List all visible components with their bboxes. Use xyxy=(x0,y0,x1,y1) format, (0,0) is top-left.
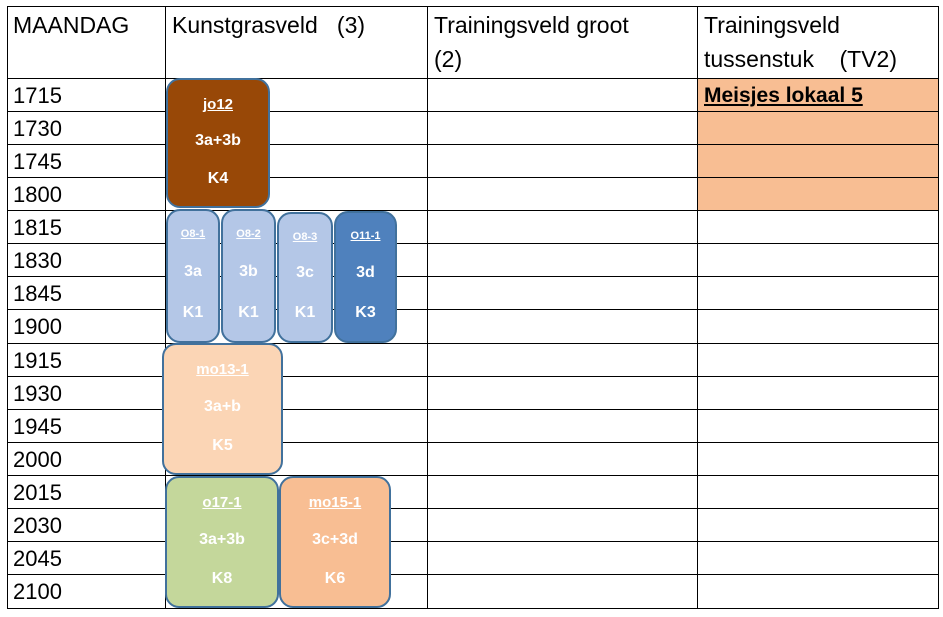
time-label: 1745 xyxy=(13,149,62,174)
time-label: 1800 xyxy=(13,182,62,207)
locker-label: K1 xyxy=(238,303,259,321)
time-label: 1900 xyxy=(13,314,62,339)
group-label: 3a xyxy=(184,262,202,280)
field-groot-header-line1: Trainingsveld groot xyxy=(434,12,629,38)
team-name: mo15-1 xyxy=(308,494,362,512)
group-label: 3b xyxy=(239,262,258,280)
training-block-mo15-1: mo15-1 3c+3d K6 xyxy=(279,476,391,608)
team-name: jo12 xyxy=(202,95,233,113)
team-name: O8-3 xyxy=(292,230,318,243)
field-tv2-header-line1: Trainingsveld xyxy=(704,12,840,38)
time-label: 1845 xyxy=(13,281,62,306)
locker-label: K4 xyxy=(207,170,229,188)
team-name: O8-1 xyxy=(180,228,206,241)
time-label: 1815 xyxy=(13,215,62,240)
time-label: 1930 xyxy=(13,381,62,406)
training-block-o17-1: o17-1 3a+3b K8 xyxy=(165,476,279,608)
locker-label: K8 xyxy=(211,569,233,587)
locker-label: K3 xyxy=(355,304,376,321)
time-label: 1915 xyxy=(13,348,62,373)
tv2-booking-label: Meisjes lokaal 5 xyxy=(704,84,863,107)
team-name: O8-2 xyxy=(236,228,261,241)
day-header: MAANDAG xyxy=(13,12,130,38)
locker-label: K5 xyxy=(212,436,233,454)
group-label: 3a+b xyxy=(204,398,241,416)
group-label: 3d xyxy=(356,264,375,281)
time-label: 2000 xyxy=(13,447,62,472)
locker-label: K6 xyxy=(324,569,346,587)
time-label: 2015 xyxy=(13,480,62,505)
field-tv2-header-line2: tussenstuk (TV2) xyxy=(704,46,898,72)
time-label: 2030 xyxy=(13,513,62,538)
locker-label: K1 xyxy=(294,304,316,322)
time-label: 1830 xyxy=(13,248,62,273)
time-label: 1945 xyxy=(13,414,62,439)
training-block-o11-1: O11-1 3d K3 xyxy=(334,211,397,343)
training-block-o8-3: O8-3 3c K1 xyxy=(277,212,333,343)
time-label: 1730 xyxy=(13,116,62,141)
field-groot-header-line2: (2) xyxy=(434,46,463,72)
training-block-o8-1: O8-1 3a K1 xyxy=(166,209,220,343)
group-label: 3a+3b xyxy=(195,132,241,150)
training-block-jo12: jo12 3a+3b K4 xyxy=(166,78,270,208)
field-kunstgras-header: Kunstgrasveld (3) xyxy=(172,12,366,38)
training-block-mo13-1: mo13-1 3a+b K5 xyxy=(162,343,283,475)
locker-label: K1 xyxy=(182,303,204,321)
team-name: O11-1 xyxy=(350,230,381,242)
team-name: o17-1 xyxy=(202,494,242,512)
group-label: 3c+3d xyxy=(312,531,358,549)
time-label: 1715 xyxy=(13,83,62,108)
group-label: 3a+3b xyxy=(199,531,245,549)
team-name: mo13-1 xyxy=(196,361,249,379)
time-label: 2045 xyxy=(13,546,62,571)
training-block-o8-2: O8-2 3b K1 xyxy=(221,209,276,343)
time-label: 2100 xyxy=(13,579,62,604)
group-label: 3c xyxy=(296,264,314,282)
